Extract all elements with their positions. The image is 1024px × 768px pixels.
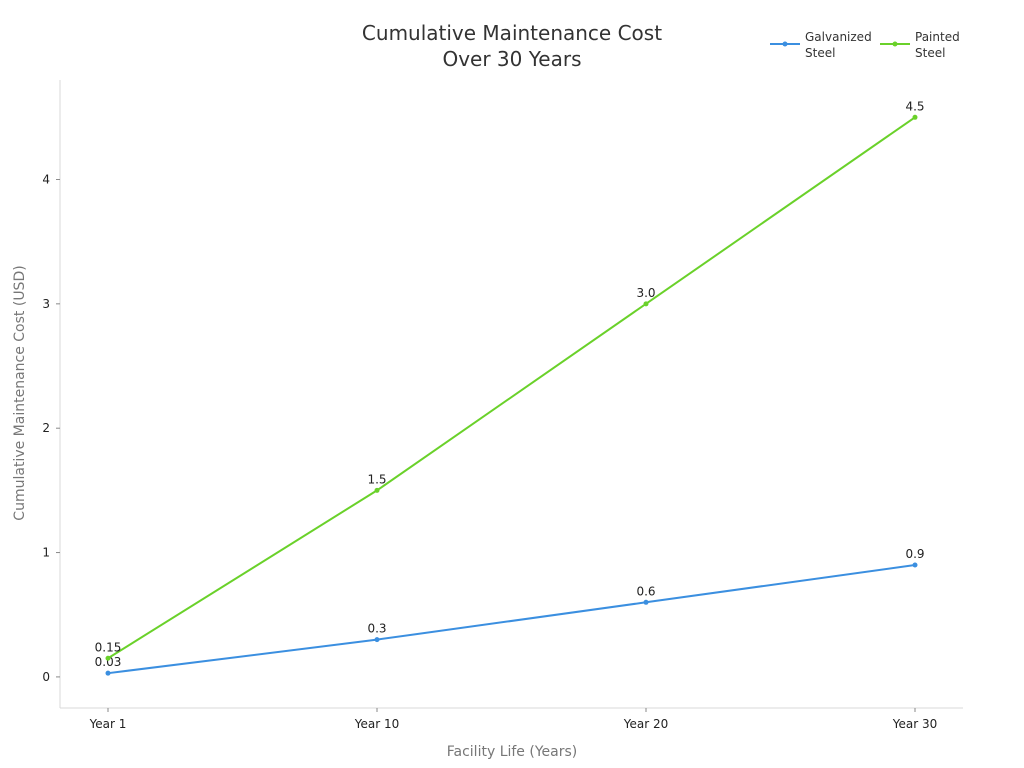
x-tick-label: Year 1 bbox=[89, 717, 127, 731]
data-label: 0.6 bbox=[636, 584, 655, 598]
x-tick-label: Year 10 bbox=[354, 717, 400, 731]
legend-marker bbox=[892, 41, 898, 47]
data-label: 0.3 bbox=[367, 622, 386, 636]
data-point bbox=[643, 599, 649, 605]
axes: 0 1 2 3 4 Year 1 Year 10 Year 20 Year 30 bbox=[42, 80, 963, 731]
legend-item-galvanized-steel[interactable]: Galvanized Steel bbox=[770, 30, 872, 60]
series-galvanized-steel: 0.03 0.3 0.6 0.9 bbox=[95, 547, 925, 676]
series-line bbox=[107, 563, 916, 675]
data-label: 1.5 bbox=[367, 472, 386, 486]
series-line bbox=[107, 116, 916, 660]
data-point bbox=[374, 487, 380, 493]
y-tick-label: 3 bbox=[42, 297, 50, 311]
y-tick-label: 2 bbox=[42, 421, 50, 435]
y-tick-label: 0 bbox=[42, 670, 50, 684]
data-point bbox=[912, 114, 918, 120]
data-label: 3.0 bbox=[636, 286, 655, 300]
chart-title-line-1: Cumulative Maintenance Cost bbox=[362, 21, 662, 45]
legend-label: Steel bbox=[915, 46, 945, 60]
legend-label: Painted bbox=[915, 30, 960, 44]
x-axis-title: Facility Life (Years) bbox=[447, 744, 577, 760]
data-point bbox=[912, 562, 918, 568]
data-point bbox=[105, 670, 111, 676]
legend-label: Steel bbox=[805, 46, 835, 60]
data-label: 0.9 bbox=[905, 547, 924, 561]
y-tick-label: 4 bbox=[42, 172, 50, 186]
series-painted-steel: 0.15 1.5 3.0 4.5 bbox=[95, 99, 925, 661]
data-point bbox=[374, 637, 380, 643]
chart-title-line-2: Over 30 Years bbox=[442, 47, 581, 71]
x-tick-label: Year 20 bbox=[623, 717, 669, 731]
series-layer: 0.03 0.3 0.6 0.9 0.15 1.5 3.0 4.5 bbox=[95, 99, 925, 676]
data-label: 4.5 bbox=[905, 99, 924, 113]
data-point bbox=[105, 655, 111, 661]
data-label: 0.15 bbox=[95, 640, 122, 654]
y-tick-label: 1 bbox=[42, 546, 50, 560]
data-point bbox=[643, 301, 649, 307]
legend-label: Galvanized bbox=[805, 30, 872, 44]
data-label: 0.03 bbox=[95, 655, 122, 669]
legend-marker bbox=[782, 41, 788, 47]
y-axis-title: Cumulative Maintenance Cost (USD) bbox=[12, 265, 28, 520]
legend[interactable]: Galvanized Steel Painted Steel bbox=[770, 30, 960, 60]
x-tick-label: Year 30 bbox=[892, 717, 938, 731]
chart-title: Cumulative Maintenance Cost Over 30 Year… bbox=[362, 21, 662, 71]
legend-item-painted-steel[interactable]: Painted Steel bbox=[880, 30, 960, 60]
